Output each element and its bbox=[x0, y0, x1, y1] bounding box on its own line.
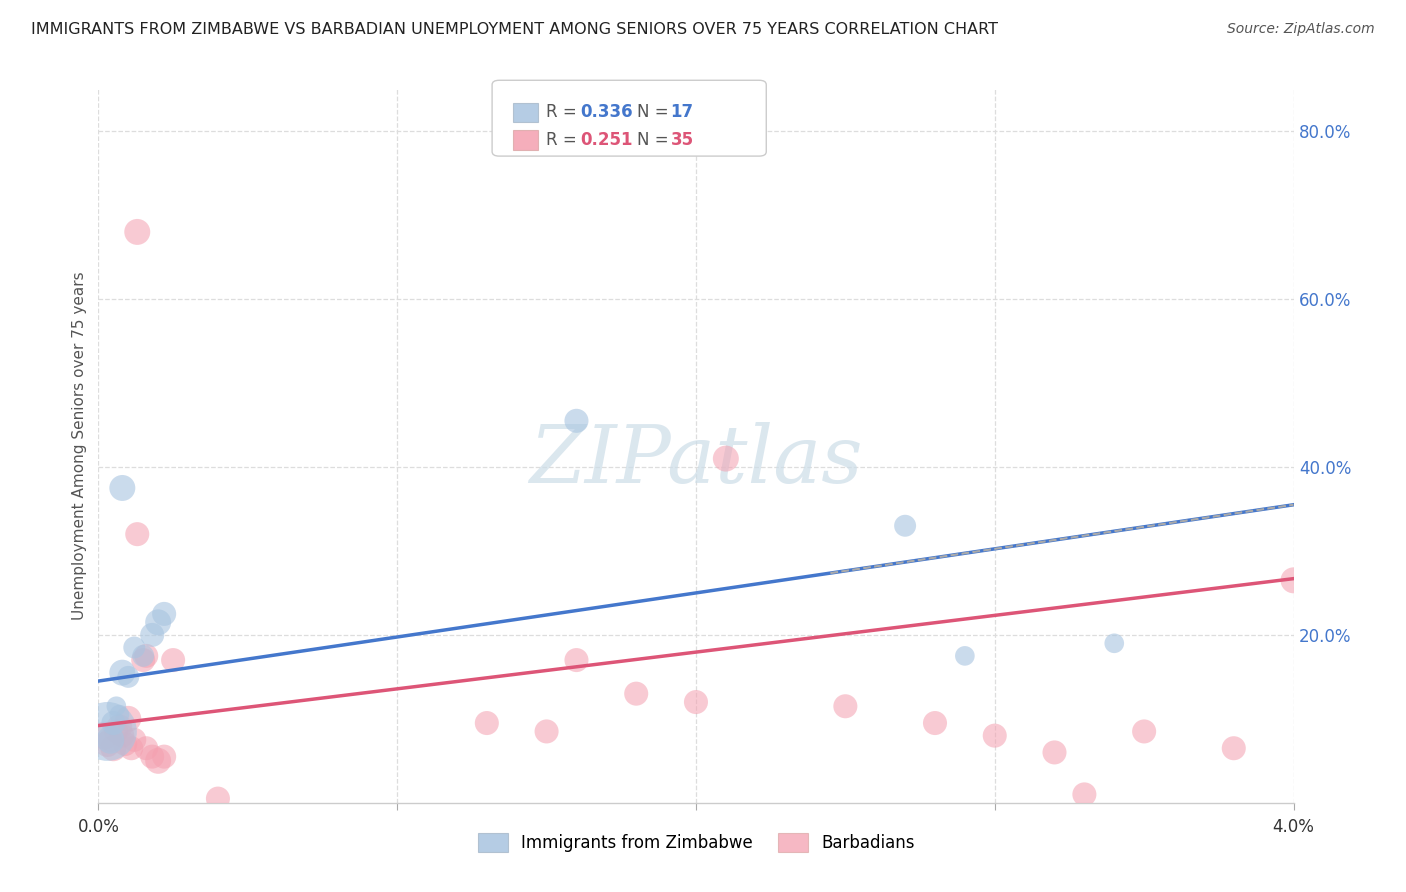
Point bbox=[108, 720, 131, 734]
Text: 17: 17 bbox=[671, 103, 693, 120]
Text: N =: N = bbox=[637, 131, 673, 149]
Point bbox=[714, 451, 737, 466]
Point bbox=[894, 518, 917, 533]
Point bbox=[127, 225, 149, 239]
Text: 0.336: 0.336 bbox=[581, 103, 633, 120]
Point bbox=[117, 712, 139, 726]
Point bbox=[626, 687, 648, 701]
Point bbox=[924, 716, 946, 731]
Point bbox=[135, 741, 157, 756]
Point bbox=[108, 707, 131, 722]
Point bbox=[141, 628, 163, 642]
Point bbox=[1073, 788, 1095, 802]
Point bbox=[117, 670, 139, 684]
Point bbox=[96, 724, 118, 739]
Point bbox=[103, 716, 125, 731]
Text: IMMIGRANTS FROM ZIMBABWE VS BARBADIAN UNEMPLOYMENT AMONG SENIORS OVER 75 YEARS C: IMMIGRANTS FROM ZIMBABWE VS BARBADIAN UN… bbox=[31, 22, 998, 37]
Text: R =: R = bbox=[546, 103, 582, 120]
Point bbox=[565, 653, 588, 667]
Text: 35: 35 bbox=[671, 131, 693, 149]
Point bbox=[96, 737, 118, 751]
Point bbox=[834, 699, 856, 714]
Point bbox=[1043, 746, 1066, 760]
Point bbox=[148, 615, 170, 630]
Point bbox=[148, 754, 170, 768]
Legend: Immigrants from Zimbabwe, Barbadians: Immigrants from Zimbabwe, Barbadians bbox=[471, 827, 921, 859]
Point bbox=[984, 729, 1007, 743]
Text: N =: N = bbox=[637, 103, 673, 120]
Point bbox=[111, 729, 134, 743]
Text: ZIPatlas: ZIPatlas bbox=[529, 422, 863, 499]
Point bbox=[953, 648, 976, 663]
Point bbox=[98, 732, 122, 747]
Point bbox=[153, 749, 176, 764]
Point bbox=[93, 729, 115, 743]
Point bbox=[153, 607, 176, 621]
Point bbox=[162, 653, 184, 667]
Point bbox=[1104, 636, 1126, 650]
Point bbox=[1223, 741, 1246, 756]
Point bbox=[207, 791, 229, 805]
Point bbox=[124, 732, 146, 747]
Y-axis label: Unemployment Among Seniors over 75 years: Unemployment Among Seniors over 75 years bbox=[72, 272, 87, 620]
Point bbox=[132, 648, 155, 663]
Point bbox=[141, 749, 163, 764]
Point bbox=[103, 741, 125, 756]
Point bbox=[127, 527, 149, 541]
Point bbox=[98, 732, 122, 747]
Point bbox=[685, 695, 707, 709]
Point bbox=[1133, 724, 1156, 739]
Point bbox=[536, 724, 558, 739]
Point bbox=[120, 741, 142, 756]
Point bbox=[105, 724, 128, 739]
Point bbox=[475, 716, 498, 731]
Point bbox=[114, 737, 136, 751]
Text: R =: R = bbox=[546, 131, 582, 149]
Text: Source: ZipAtlas.com: Source: ZipAtlas.com bbox=[1227, 22, 1375, 37]
Point bbox=[1282, 574, 1305, 588]
Point bbox=[105, 699, 128, 714]
Text: 0.251: 0.251 bbox=[581, 131, 633, 149]
Point bbox=[565, 414, 588, 428]
Point bbox=[111, 665, 134, 680]
Point bbox=[132, 653, 155, 667]
Point bbox=[135, 648, 157, 663]
Point bbox=[124, 640, 146, 655]
Point bbox=[111, 481, 134, 495]
